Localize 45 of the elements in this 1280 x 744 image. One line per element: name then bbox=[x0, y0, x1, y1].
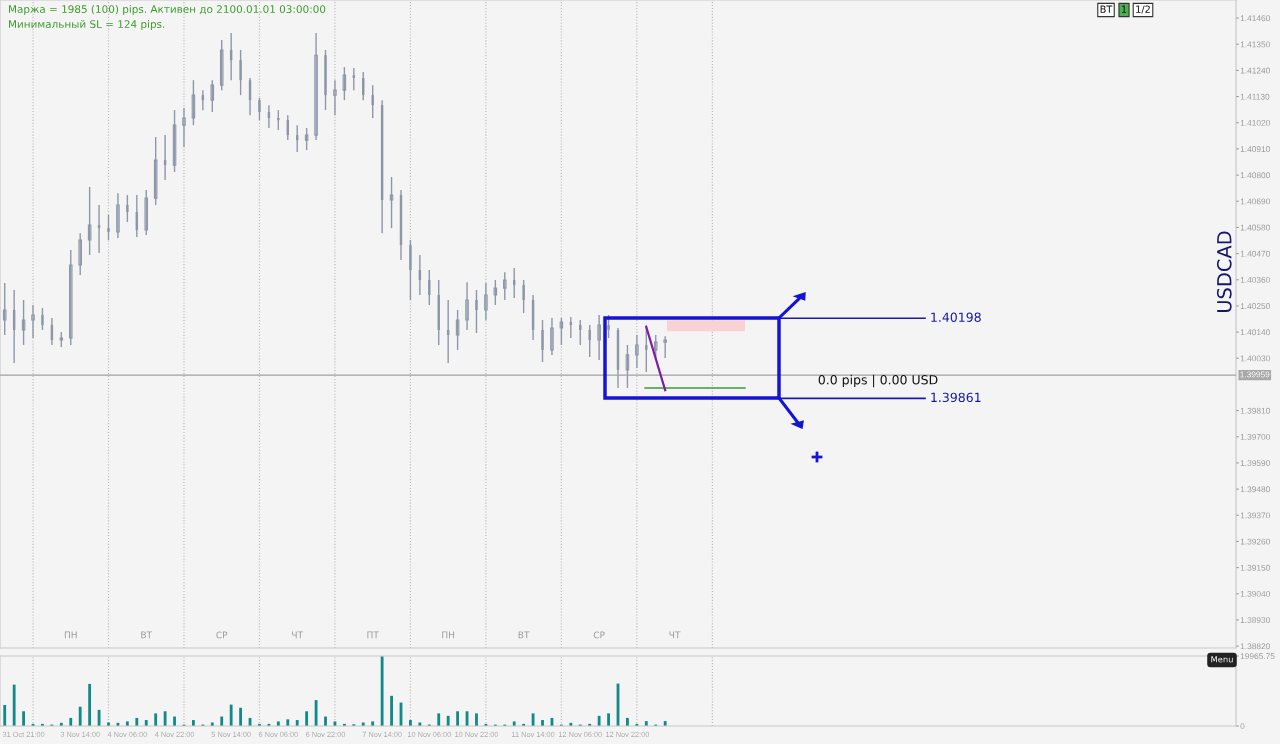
y-tick-label: 1.39150 bbox=[1240, 564, 1270, 571]
y-tick-label: 1.41460 bbox=[1240, 15, 1270, 22]
annotation: Маржа = 1985 (100) pips. Активен до 2100.01.01 03:00:00 bbox=[9, 4, 326, 16]
y-tick-label: 1.40690 bbox=[1240, 198, 1270, 205]
y-tick-label: 1.40800 bbox=[1240, 172, 1270, 179]
ref-line-label: 1.39861 bbox=[931, 392, 981, 403]
y-tick-label: 1.40360 bbox=[1240, 276, 1270, 283]
y-tick-label: 1.38930 bbox=[1240, 617, 1270, 624]
y-tick-label: 1.39260 bbox=[1240, 538, 1270, 545]
y-tick-label: 1.40470 bbox=[1240, 250, 1270, 257]
y-tick-label: 1.39370 bbox=[1240, 512, 1270, 519]
annotation: 1/2 bbox=[1136, 5, 1150, 14]
annotation: Минимальный SL = 124 pips. bbox=[9, 19, 165, 31]
x-tick-label: СР bbox=[593, 631, 605, 639]
x-tick-label: ЧТ bbox=[669, 631, 681, 639]
y-tick-label: 1.40140 bbox=[1240, 329, 1270, 336]
y-axis-title: USDCAD bbox=[1216, 231, 1232, 313]
y-tick-label: 1.41130 bbox=[1240, 93, 1270, 100]
x-tick-label: ВТ bbox=[518, 631, 530, 639]
y-tick-label: 1.39810 bbox=[1240, 407, 1270, 414]
x-tick-label: ПТ bbox=[367, 631, 379, 639]
y-tick-label: 1.38820 bbox=[1240, 643, 1270, 650]
x-tick-label: ЧТ bbox=[292, 631, 304, 639]
y-tick-label: 1.39700 bbox=[1240, 433, 1270, 440]
y-tick-label: 1.39480 bbox=[1240, 486, 1270, 493]
x-tick-label: ВТ bbox=[141, 631, 153, 639]
y-tick-label: 1.41020 bbox=[1240, 119, 1270, 126]
annotation: 0.0 pips | 0.00 USD bbox=[818, 374, 938, 388]
annotation: BT bbox=[1100, 5, 1113, 13]
annotation: 1 bbox=[1121, 5, 1127, 13]
y-tick-label: 1.40030 bbox=[1240, 355, 1270, 362]
y-tick-label: 1.40910 bbox=[1240, 146, 1270, 153]
x-tick-label: СР bbox=[216, 631, 228, 639]
y-tick-label: 1.40580 bbox=[1240, 224, 1270, 231]
y-tick-label: 19965.75 bbox=[1240, 653, 1275, 660]
y-tick-label: 1.39590 bbox=[1240, 460, 1270, 467]
y-tick-label: 1.41350 bbox=[1240, 41, 1270, 48]
x-tick-label: ПН bbox=[442, 631, 455, 639]
y-tick-label: 1.41240 bbox=[1240, 67, 1270, 74]
ref-line-label: 1.40198 bbox=[931, 312, 981, 322]
ref-line-label: 1.39959 bbox=[1240, 371, 1270, 378]
x-tick-label: ПН bbox=[64, 631, 77, 639]
annotation: Menu bbox=[1211, 656, 1233, 663]
y-tick-label: 1.39040 bbox=[1240, 590, 1270, 597]
y-tick-label: 1.40250 bbox=[1240, 303, 1270, 310]
